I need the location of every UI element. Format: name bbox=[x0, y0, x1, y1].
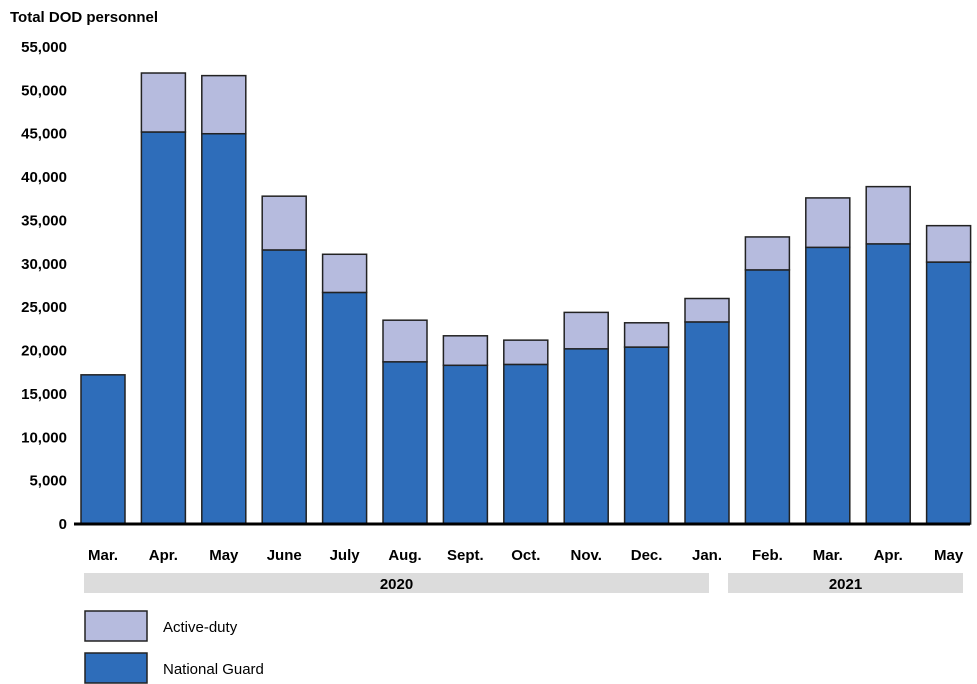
bar-national-guard bbox=[563, 348, 609, 525]
x-tick-label: Mar. bbox=[88, 547, 118, 564]
bar-active-duty bbox=[805, 197, 851, 249]
bar-active-duty bbox=[623, 322, 670, 348]
legend-swatch bbox=[84, 652, 148, 684]
bar-national-guard bbox=[623, 346, 670, 525]
bar-active-duty bbox=[744, 236, 791, 271]
y-tick-label: 35,000 bbox=[21, 212, 67, 229]
y-tick-label: 10,000 bbox=[21, 429, 67, 446]
bar-active-duty bbox=[442, 335, 489, 367]
year-band bbox=[84, 573, 709, 593]
y-tick-label: 30,000 bbox=[21, 256, 67, 273]
x-tick-label: Feb. bbox=[752, 547, 783, 564]
x-tick-label: Aug. bbox=[388, 547, 421, 564]
x-tick-label: May bbox=[209, 547, 239, 564]
legend: Active-duty National Guard bbox=[84, 610, 264, 684]
bar-active-duty bbox=[261, 195, 307, 251]
x-tick-label: June bbox=[267, 547, 302, 564]
bar-national-guard bbox=[503, 363, 549, 525]
x-tick-label: Mar. bbox=[813, 547, 843, 564]
bar-national-guard bbox=[805, 246, 851, 525]
bars bbox=[80, 72, 972, 525]
bar-national-guard bbox=[201, 132, 247, 525]
legend-swatch bbox=[84, 610, 148, 642]
y-tick-label: 5,000 bbox=[29, 473, 67, 490]
x-tick-label: July bbox=[330, 547, 361, 564]
x-tick-label: Apr. bbox=[149, 547, 178, 564]
legend-label: National Guard bbox=[163, 661, 264, 678]
bar-active-duty bbox=[865, 185, 911, 245]
y-axis-title: Total DOD personnel bbox=[10, 9, 158, 26]
bar-active-duty bbox=[201, 74, 247, 135]
bar-active-duty bbox=[140, 72, 187, 133]
bar-national-guard bbox=[321, 291, 368, 525]
y-tick-label: 45,000 bbox=[21, 126, 67, 143]
y-tick-label: 50,000 bbox=[21, 82, 67, 99]
year-groups: 2020 2021 bbox=[84, 573, 963, 593]
bar-national-guard bbox=[382, 361, 428, 525]
bar-national-guard bbox=[865, 243, 911, 525]
y-tick-label: 25,000 bbox=[21, 299, 67, 316]
bar-national-guard bbox=[140, 131, 187, 525]
year-label: 2020 bbox=[380, 576, 413, 593]
y-tick-label: 40,000 bbox=[21, 169, 67, 186]
year-band bbox=[728, 573, 963, 593]
bar-active-duty bbox=[382, 319, 428, 363]
x-axis-ticks: Mar. Apr. May June July Aug. Sept. Oct. Nov. Dec.… bbox=[88, 547, 964, 564]
bar-active-duty bbox=[563, 311, 609, 350]
year-label: 2021 bbox=[829, 576, 862, 593]
bar-national-guard bbox=[925, 261, 972, 525]
y-axis-ticks: 0 5,000 10,000 15,000 20,000 25,000 30,000 35,0… bbox=[21, 39, 67, 533]
bar-active-duty bbox=[684, 297, 730, 323]
bar-national-guard bbox=[744, 269, 791, 525]
y-tick-label: 15,000 bbox=[21, 386, 67, 403]
x-tick-label: Dec. bbox=[631, 547, 663, 564]
bar-active-duty bbox=[503, 339, 549, 366]
x-tick-label: Apr. bbox=[874, 547, 903, 564]
bar-active-duty bbox=[925, 224, 972, 263]
y-tick-label: 0 bbox=[59, 516, 67, 533]
bar-national-guard bbox=[442, 364, 489, 525]
y-tick-label: 55,000 bbox=[21, 39, 67, 56]
x-tick-label: Sept. bbox=[447, 547, 484, 564]
bar-national-guard bbox=[261, 249, 307, 525]
bar-active-duty bbox=[321, 253, 368, 294]
legend-label: Active-duty bbox=[163, 619, 238, 636]
x-tick-label: Oct. bbox=[511, 547, 540, 564]
bar-national-guard bbox=[684, 321, 730, 525]
x-tick-label: Nov. bbox=[570, 547, 601, 564]
x-tick-label: May bbox=[934, 547, 964, 564]
y-tick-label: 20,000 bbox=[21, 343, 67, 360]
x-tick-label: Jan. bbox=[692, 547, 722, 564]
bar-national-guard bbox=[80, 374, 126, 525]
